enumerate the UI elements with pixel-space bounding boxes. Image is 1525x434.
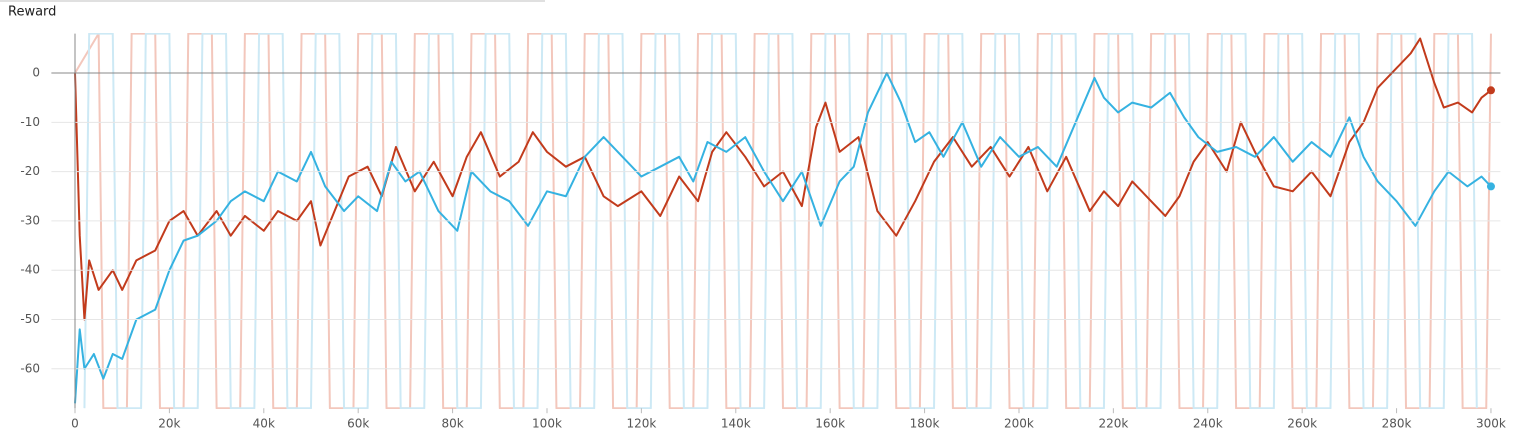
x-tick-label: 240k [1193, 417, 1223, 431]
y-tick-label: -20 [20, 164, 40, 178]
x-tick-label: 40k [253, 417, 275, 431]
x-tick-label: 280k [1382, 417, 1412, 431]
x-tick-label: 200k [1004, 417, 1034, 431]
series-line [74, 37, 1492, 321]
end-marker [1486, 182, 1495, 191]
y-tick-label: 0 [32, 66, 40, 80]
end-marker [1486, 86, 1495, 95]
y-tick-label: -30 [20, 213, 40, 227]
y-tick-label: -40 [20, 263, 40, 277]
x-tick-label: 180k [910, 417, 940, 431]
y-tick-label: -10 [20, 115, 40, 129]
x-tick-label: 80k [441, 417, 463, 431]
x-tick-label: 100k [532, 417, 562, 431]
x-tick-label: 120k [626, 417, 656, 431]
x-tick-label: 260k [1287, 417, 1317, 431]
x-tick-label: 60k [347, 417, 369, 431]
x-tick-label: 220k [1098, 417, 1128, 431]
x-tick-label: 0 [71, 417, 79, 431]
y-tick-label: -60 [20, 361, 40, 375]
x-tick-label: 300k [1476, 417, 1506, 431]
x-tick-label: 140k [721, 417, 751, 431]
x-tick-label: 20k [158, 417, 180, 431]
series-line [74, 72, 1492, 404]
chart-title: Reward [8, 5, 56, 20]
x-tick-label: 160k [815, 417, 845, 431]
y-tick-label: -50 [20, 312, 40, 326]
